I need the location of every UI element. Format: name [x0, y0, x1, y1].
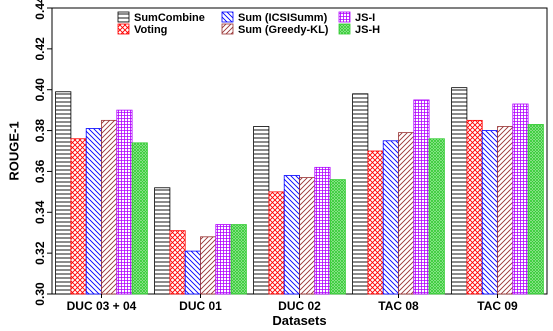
y-tick-label: 0.40	[33, 78, 47, 102]
y-axis-title: ROUGE-1	[7, 121, 22, 180]
bar-sum-greedy-kl-0	[101, 119, 118, 295]
x-axis-title: Datasets	[272, 313, 326, 328]
bar-sum-icsisumm-4	[481, 130, 498, 295]
bar-sum-icsisumm-2	[283, 175, 300, 295]
bar-voting-2	[268, 191, 285, 295]
bar-js-i-2	[314, 166, 331, 295]
legend-item-js-i: JS-I	[338, 11, 375, 24]
bar-js-h-4	[527, 124, 544, 295]
bar-sum-greedy-kl-3	[398, 132, 415, 295]
legend-item-sumcombine: SumCombine	[117, 11, 205, 24]
bar-js-h-1	[230, 224, 247, 295]
legend-item-sum-icsisumm: Sum (ICSISumm)	[221, 11, 328, 24]
bar-sumcombine-1	[154, 187, 171, 295]
bar-voting-1	[169, 230, 186, 295]
bar-voting-0	[70, 138, 87, 295]
x-tick-label: TAC 09	[477, 299, 518, 313]
bar-js-h-2	[329, 179, 346, 295]
legend-item-js-h: JS-H	[338, 23, 380, 36]
legend-label: JS-I	[355, 12, 375, 24]
y-tick-label: 0.36	[33, 159, 47, 183]
bar-sumcombine-2	[253, 126, 270, 295]
bar-js-i-4	[512, 103, 529, 295]
legend-swatch	[221, 11, 234, 23]
x-tick-label: DUC 01	[179, 299, 222, 313]
legend-swatch	[117, 23, 130, 35]
bar-sumcombine-4	[451, 87, 468, 295]
legend-label: Sum (ICSISumm)	[238, 12, 328, 24]
legend-swatch	[338, 23, 351, 35]
y-tick-label: 0.34	[33, 200, 47, 224]
legend-label: Sum (Greedy-KL)	[238, 24, 329, 36]
x-tick-label: DUC 03 + 04	[67, 299, 137, 313]
bar-sum-icsisumm-1	[184, 250, 201, 295]
legend-item-sum-greedy-kl: Sum (Greedy-KL)	[221, 23, 329, 36]
legend-swatch	[338, 11, 351, 23]
bar-js-h-0	[131, 142, 148, 295]
bar-js-i-1	[215, 224, 232, 295]
y-tick-label: 0.38	[33, 119, 47, 143]
bar-sumcombine-0	[55, 91, 72, 295]
legend-label: SumCombine	[134, 12, 205, 24]
bar-sum-greedy-kl-4	[497, 126, 514, 295]
bar-sum-greedy-kl-1	[200, 236, 217, 295]
bar-sumcombine-3	[352, 93, 369, 295]
y-tick-label: 0.32	[33, 241, 47, 265]
legend-item-voting: Voting	[117, 23, 167, 36]
y-tick-label: 0.44	[33, 0, 47, 20]
y-tick-label: 0.30	[33, 282, 47, 306]
bar-sum-greedy-kl-2	[299, 177, 316, 295]
bar-sum-icsisumm-3	[382, 140, 399, 295]
legend-swatch	[221, 23, 234, 35]
bar-js-i-0	[116, 109, 133, 295]
x-tick-label: TAC 08	[378, 299, 419, 313]
bar-voting-4	[466, 119, 483, 295]
legend-label: Voting	[134, 24, 167, 36]
x-tick-label: DUC 02	[278, 299, 321, 313]
bar-sum-icsisumm-0	[85, 128, 102, 295]
legend-label: JS-H	[355, 24, 380, 36]
y-tick-label: 0.42	[33, 37, 47, 61]
bar-js-h-3	[428, 138, 445, 295]
bar-js-i-3	[413, 99, 430, 295]
bar-voting-3	[367, 150, 384, 295]
legend-swatch	[117, 11, 130, 23]
